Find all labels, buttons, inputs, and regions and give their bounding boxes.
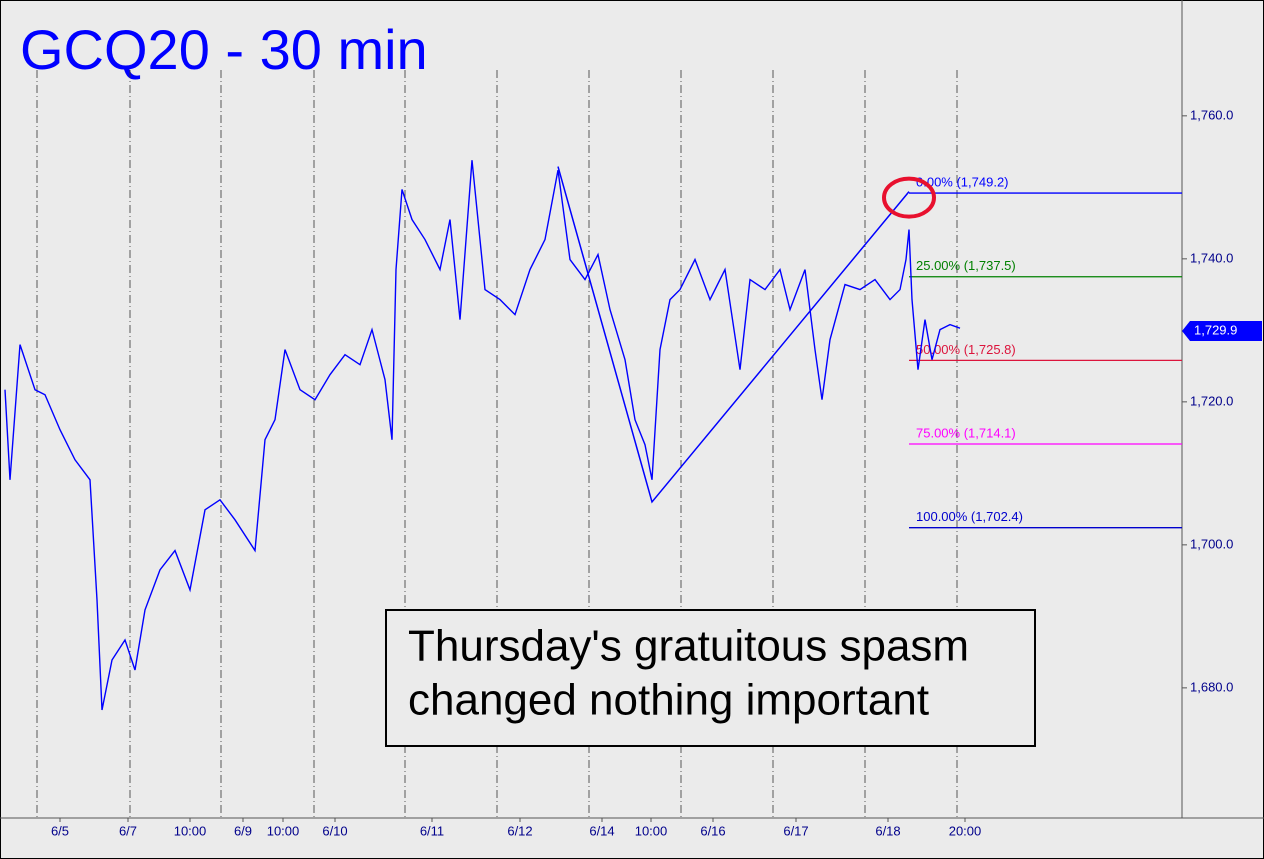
y-tick-label: 1,700.0 <box>1190 536 1233 551</box>
chart-title: GCQ20 - 30 min <box>20 18 428 81</box>
x-tick-label: 10:00 <box>174 823 207 838</box>
x-tick-label: 6/10 <box>322 823 347 838</box>
x-tick-label: 6/9 <box>234 823 252 838</box>
y-tick-label: 1,740.0 <box>1190 250 1233 265</box>
y-tick-label: 1,760.0 <box>1190 107 1233 122</box>
trend-line <box>557 166 910 504</box>
fib-label: 25.00% (1,737.5) <box>916 258 1016 273</box>
x-tick-label: 6/14 <box>589 823 614 838</box>
x-tick-label: 6/12 <box>507 823 532 838</box>
x-tick-label: 6/17 <box>783 823 808 838</box>
y-tick-label: 1,680.0 <box>1190 679 1233 694</box>
x-tick-label: 6/16 <box>700 823 725 838</box>
fib-label: 75.00% (1,714.1) <box>916 425 1016 440</box>
x-tick-label: 6/18 <box>875 823 900 838</box>
annotation: Thursday's gratuitous spasm <box>408 622 969 671</box>
x-tick-label: 10:00 <box>635 823 668 838</box>
x-tick-label: 6/7 <box>119 823 137 838</box>
x-tick-label: 20:00 <box>949 823 982 838</box>
fib-label: 100.00% (1,702.4) <box>916 509 1023 524</box>
x-tick-label: 6/11 <box>420 823 444 838</box>
fib-label: 0.00% (1,749.2) <box>916 174 1009 189</box>
x-tick-label: 6/5 <box>51 823 69 838</box>
y-tick-label: 1,720.0 <box>1190 393 1233 408</box>
fib-label: 50.00% (1,725.8) <box>916 342 1016 357</box>
highlight-circle <box>882 176 936 219</box>
last-price-tag <box>1182 321 1262 342</box>
last-price-label: 1,729.9 <box>1194 322 1237 337</box>
annotation-box <box>385 609 1036 747</box>
annotation: changed nothing important <box>408 676 929 725</box>
x-tick-label: 10:00 <box>267 823 300 838</box>
price-line <box>4 160 961 711</box>
